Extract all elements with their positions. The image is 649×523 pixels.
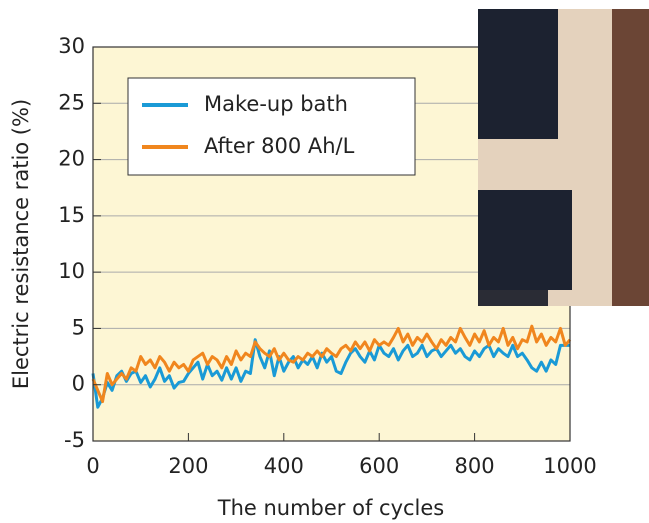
legend-label: After 800 Ah/L	[204, 134, 355, 158]
y-tick-label: 30	[58, 34, 85, 58]
photo-dark-bottom	[478, 190, 572, 290]
inset-photo	[478, 9, 649, 306]
legend-label: Make-up bath	[204, 92, 348, 116]
photo-dark-edge	[478, 290, 548, 306]
x-tick-label: 800	[455, 454, 495, 478]
photo-dark-top	[478, 9, 558, 139]
series-line	[91, 324, 572, 404]
legend: Make-up bath After 800 Ah/L	[127, 77, 416, 176]
y-tick-label: -5	[64, 428, 85, 452]
x-tick-label: 600	[359, 454, 399, 478]
legend-box	[127, 77, 416, 176]
y-tick-label: 5	[72, 315, 85, 339]
y-tick-label: 25	[58, 90, 85, 114]
y-tick-label: 0	[72, 372, 85, 396]
y-axis-label: Electric resistance ratio (%)	[9, 99, 33, 389]
y-tick-label: 15	[58, 203, 85, 227]
series-line	[91, 338, 570, 409]
x-tick-label: 200	[168, 454, 208, 478]
x-tick-label: 400	[264, 454, 304, 478]
y-tick-label: 20	[58, 147, 85, 171]
x-tick-label: 0	[86, 454, 99, 478]
lines	[91, 324, 572, 409]
y-tick-label: 10	[58, 259, 85, 283]
x-axis-label: The number of cycles	[217, 496, 445, 520]
x-tick-label: 1000	[543, 454, 596, 478]
